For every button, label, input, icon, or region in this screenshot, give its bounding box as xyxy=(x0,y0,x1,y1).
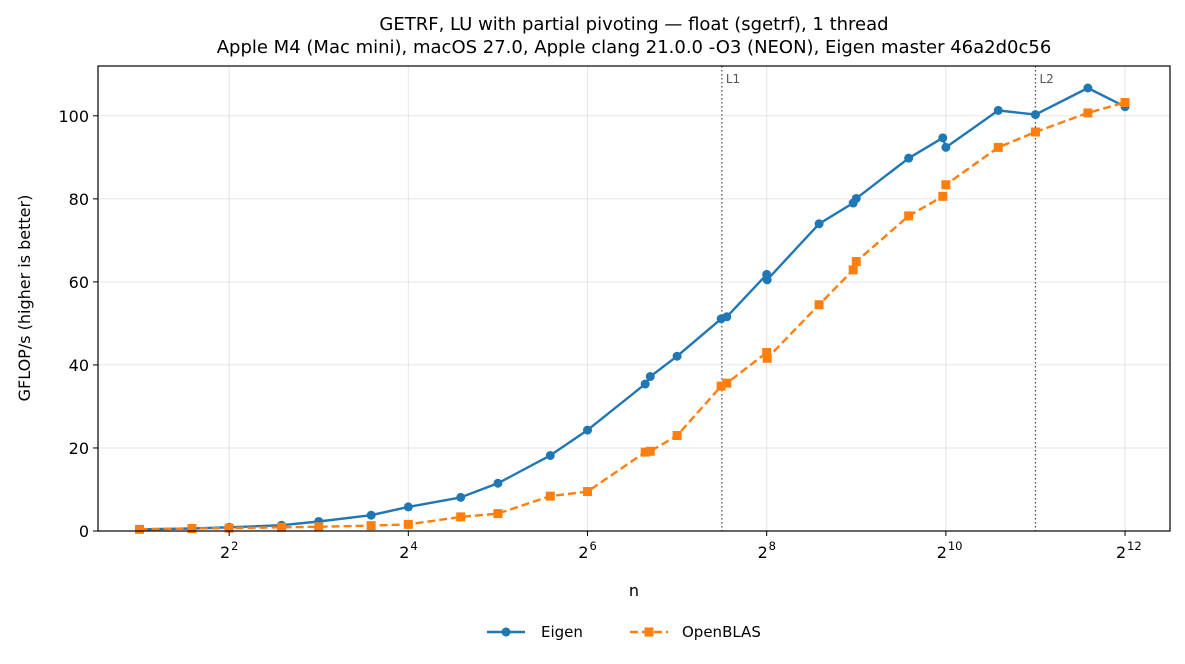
data-point xyxy=(672,431,682,441)
data-point xyxy=(762,347,772,357)
data-point xyxy=(135,524,145,534)
x-tick-exponent: 8 xyxy=(769,539,776,553)
x-tick-label: 2 xyxy=(937,543,947,562)
data-point xyxy=(851,193,861,203)
series-line xyxy=(139,86,1126,531)
x-tick-exponent: 4 xyxy=(410,539,417,553)
data-point xyxy=(277,522,287,532)
x-tick-label: 2 xyxy=(578,543,588,562)
data-point xyxy=(314,522,324,532)
data-point xyxy=(640,379,650,389)
data-point xyxy=(583,487,593,497)
y-axis-label: GFLOP/s (higher is better) xyxy=(15,195,34,402)
legend-marker xyxy=(644,627,654,637)
data-point xyxy=(1030,127,1040,137)
y-tick-label: 0 xyxy=(79,522,89,541)
series-layer xyxy=(135,83,1130,534)
x-tick-exponent: 2 xyxy=(231,539,238,553)
data-point xyxy=(1030,110,1040,120)
plot-frame xyxy=(97,65,1171,532)
x-tick-exponent: 12 xyxy=(1127,539,1142,553)
data-point xyxy=(722,378,732,388)
data-point xyxy=(403,502,413,512)
data-point xyxy=(645,446,655,456)
grid xyxy=(98,66,1170,532)
data-point xyxy=(545,491,555,501)
x-tick-label: 2 xyxy=(1116,543,1126,562)
x-tick-label: 2 xyxy=(220,543,230,562)
data-point xyxy=(403,519,413,529)
data-point xyxy=(224,523,234,533)
data-point xyxy=(848,265,858,275)
data-point xyxy=(456,512,466,522)
legend: Eigen OpenBLAS xyxy=(487,623,761,641)
chart-title: GETRF, LU with partial pivoting — float … xyxy=(379,14,888,35)
data-point xyxy=(640,447,650,457)
data-point xyxy=(993,105,1003,115)
series-openblas xyxy=(135,98,1130,534)
data-point xyxy=(762,353,772,363)
data-point xyxy=(762,275,772,285)
data-point xyxy=(187,524,197,534)
data-point xyxy=(938,133,948,143)
data-point xyxy=(993,142,1003,152)
data-point xyxy=(493,509,503,519)
y-tick-label: 60 xyxy=(69,273,89,292)
y-tick-label: 40 xyxy=(69,356,89,375)
data-point xyxy=(941,142,951,152)
data-point xyxy=(904,211,914,221)
data-point xyxy=(904,153,914,163)
reference-line-label: L2 xyxy=(1039,72,1053,86)
data-point xyxy=(814,300,824,310)
x-axis-label: n xyxy=(629,581,639,600)
legend-label: Eigen xyxy=(541,623,583,641)
data-point xyxy=(1083,83,1093,93)
data-point xyxy=(1083,108,1093,118)
y-tick-label: 80 xyxy=(69,190,89,209)
x-tick-label: 2 xyxy=(758,543,768,562)
x-tick-label: 2 xyxy=(399,543,409,562)
data-point xyxy=(1120,98,1130,108)
legend-marker xyxy=(501,627,511,637)
data-point xyxy=(366,521,376,531)
series-line xyxy=(139,101,1126,531)
x-axis-ticks: 2 2 2 4 2 6 2 8 2 10 2 12 xyxy=(220,531,1142,562)
reference-line-label: L1 xyxy=(726,72,740,86)
legend-item-eigen: Eigen xyxy=(487,623,583,641)
data-point xyxy=(456,492,466,502)
data-point xyxy=(814,219,824,229)
data-point xyxy=(366,510,376,520)
data-point xyxy=(851,257,861,267)
x-tick-exponent: 6 xyxy=(590,539,597,553)
data-point xyxy=(672,351,682,361)
data-point xyxy=(722,312,732,322)
x-tick-exponent: 10 xyxy=(948,539,963,553)
data-point xyxy=(938,191,948,201)
legend-label: OpenBLAS xyxy=(682,623,761,641)
y-tick-label: 100 xyxy=(58,107,89,126)
y-axis-ticks: 0 20 40 60 80 100 xyxy=(58,107,98,541)
chart-subtitle: Apple M4 (Mac mini), macOS 27.0, Apple c… xyxy=(217,37,1052,58)
data-point xyxy=(716,381,726,391)
cache-reference-lines: L1 L2 xyxy=(721,66,1054,531)
series-eigen xyxy=(135,83,1130,534)
legend-item-openblas: OpenBLAS xyxy=(630,623,761,641)
data-point xyxy=(583,425,593,435)
data-point xyxy=(941,180,951,190)
y-tick-label: 20 xyxy=(69,439,89,458)
data-point xyxy=(545,450,555,460)
data-point xyxy=(493,478,503,488)
data-point xyxy=(645,372,655,382)
